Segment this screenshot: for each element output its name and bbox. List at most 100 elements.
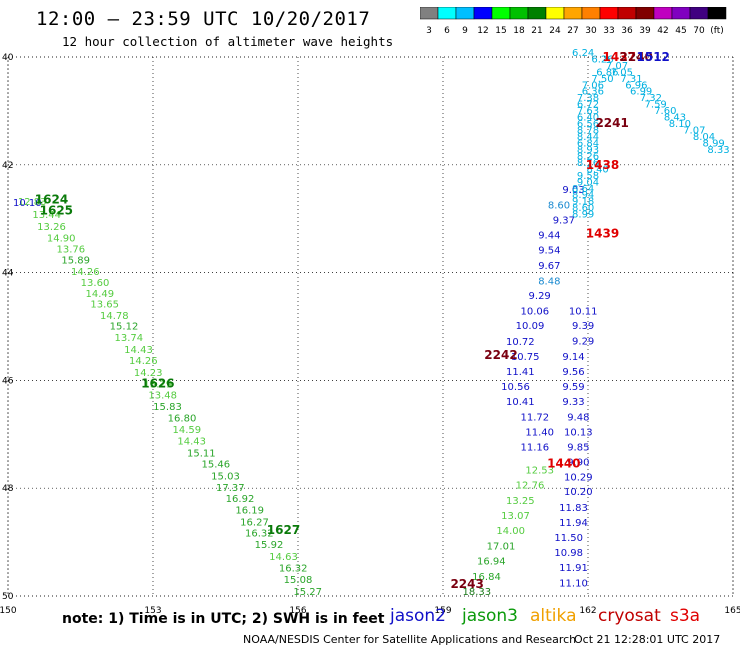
generation-timestamp: Oct 21 12:28:01 UTC 2017 <box>574 633 721 646</box>
wave-height-label: 17.01 <box>487 542 516 553</box>
wave-height-label: 10.20 <box>564 487 593 498</box>
wave-height-label: 9.04 <box>577 177 599 188</box>
colorbar-label: 12 <box>477 26 488 36</box>
wave-height-label: 8.04 <box>693 132 715 143</box>
wave-height-label: 8.78 <box>577 126 599 137</box>
wave-height-label: 7.06 <box>582 80 604 91</box>
s3a-pass-label: 1438 <box>586 158 619 172</box>
wave-height-label: 7.50 <box>591 74 613 85</box>
wave-height-label: 14.43 <box>124 345 153 356</box>
wave-height-label: 9.18 <box>572 197 594 208</box>
jason3-pass-label: 1627 <box>267 523 300 537</box>
wave-height-label: 8.76 <box>577 158 599 169</box>
wave-height-label: 7.63 <box>577 106 599 117</box>
x-tick-label: 150 <box>0 606 17 616</box>
wave-height-label: 15.03 <box>211 472 240 483</box>
wave-height-label: 6.96 <box>625 80 647 91</box>
wave-height-label: 7.07 <box>606 61 628 72</box>
wave-height-label: 15.92 <box>255 540 284 551</box>
y-tick-label: 42 <box>2 161 13 171</box>
colorbar-label: 6 <box>444 26 450 36</box>
legend-s3a: s3a <box>670 606 701 626</box>
wave-height-label: 13.65 <box>90 300 119 311</box>
wave-height-label: 6.40 <box>577 113 599 124</box>
wave-height-label: 6.56 <box>577 119 599 130</box>
colorbar-label: 9 <box>462 26 468 36</box>
wave-height-label: 14.26 <box>129 356 158 367</box>
wave-height-label: 16.94 <box>477 557 506 568</box>
wave-height-label: 15.46 <box>202 460 231 471</box>
wave-height-label: 11.40 <box>525 427 554 438</box>
top-pass-marker: 2240 <box>620 50 653 64</box>
wave-height-label: 11.50 <box>554 533 583 544</box>
wave-height-label: 13.44 <box>32 210 61 221</box>
wave-height-label: 6.99 <box>630 87 652 98</box>
colorbar-label: 36 <box>621 26 633 36</box>
wave-height-label: 7.60 <box>654 106 676 117</box>
y-tick-label: 40 <box>2 53 14 63</box>
wave-height-label: 13.74 <box>115 333 144 344</box>
wave-height-label: 13.48 <box>148 391 177 402</box>
wave-height-label: 8.26 <box>577 151 599 162</box>
wave-height-label: 7.31 <box>620 74 642 85</box>
wave-height-label: 15.27 <box>293 587 322 598</box>
wave-height-label: 12.76 <box>516 481 545 492</box>
cryosat-pass-label: 2242 <box>484 348 517 362</box>
legend-cryosat: cryosat <box>598 606 661 626</box>
wave-height-label: 14.00 <box>496 526 525 537</box>
wave-height-label: 16.84 <box>472 572 501 583</box>
wave-height-label: 9.67 <box>538 261 560 272</box>
wave-height-label: 12.83 <box>18 197 47 208</box>
legend-jason3: jason3 <box>462 606 518 626</box>
wave-height-label: 6.36 <box>582 87 604 98</box>
wave-height-label: 11.72 <box>521 412 550 423</box>
wave-height-label: 9.59 <box>562 382 584 393</box>
colorbar-label: 30 <box>585 26 597 36</box>
wave-height-label: 12.53 <box>525 466 554 477</box>
wave-height-label: 15.11 <box>187 448 216 459</box>
colorbar-label: 42 <box>657 26 668 36</box>
wave-height-label: 9.54 <box>538 246 560 257</box>
wave-height-label: 8.40 <box>587 164 609 175</box>
top-pass-marker: 1512 <box>637 50 670 64</box>
color-scale-legend: 3 6 9 12 15 18 21 24 27 30 33 36 39 42 45 70 (ft) <box>420 7 727 36</box>
wave-height-label: 10.29 <box>564 473 593 484</box>
colorbar-label: 3 <box>426 26 432 36</box>
units-note: note: 1) Time is in UTC; 2) SWH is in fe… <box>62 611 385 627</box>
wave-height-label: 8.48 <box>538 276 560 287</box>
wave-height-label: 14.63 <box>269 552 298 563</box>
wave-height-label: 11.41 <box>506 367 535 378</box>
y-tick-label: 50 <box>2 592 14 602</box>
wave-height-label: 13.25 <box>506 496 535 507</box>
wave-height-label: 15.83 <box>153 402 182 413</box>
wave-height-label: 17.37 <box>216 483 245 494</box>
wave-height-label: 14.78 <box>100 311 129 322</box>
colorbar-label: 21 <box>531 26 542 36</box>
wave-height-label: 8.64 <box>572 184 594 195</box>
top-pass-marker: 1437 <box>603 50 636 64</box>
wave-height-label: 16.32 <box>245 529 274 540</box>
credit-line: NOAA/NESDIS Center for Satellite Applica… <box>243 633 577 646</box>
wave-height-label: 13.29 <box>144 379 173 390</box>
wave-height-label: 15.89 <box>61 255 90 266</box>
wave-height-label: 16.19 <box>235 506 264 517</box>
colorbar-label: 15 <box>495 26 506 36</box>
chart-subtitle: 12 hour collection of altimeter wave hei… <box>62 34 394 49</box>
wave-height-label: 7.38 <box>577 93 599 104</box>
y-tick-label: 46 <box>2 376 14 386</box>
wave-height-label: 11.94 <box>559 518 588 529</box>
wave-height-label: 11.91 <box>559 563 588 574</box>
colorbar-label: 33 <box>603 26 614 36</box>
s3a-pass-label: 1440 <box>547 457 580 471</box>
jason3-pass-label: 1624 <box>35 193 68 207</box>
x-tick-label: 156 <box>289 606 306 616</box>
wave-height-label: 7.32 <box>640 93 662 104</box>
wave-height-label: 10.75 <box>511 352 540 363</box>
wave-height-label: 9.90 <box>567 458 589 469</box>
wave-height-label: 9.56 <box>562 367 584 378</box>
wave-height-label: 14.43 <box>177 437 206 448</box>
wave-height-label: 14.59 <box>173 425 202 436</box>
wave-height-label: 15.08 <box>284 575 313 586</box>
wave-height-label: 11.10 <box>559 578 588 589</box>
wave-height-label: 13.60 <box>81 278 110 289</box>
